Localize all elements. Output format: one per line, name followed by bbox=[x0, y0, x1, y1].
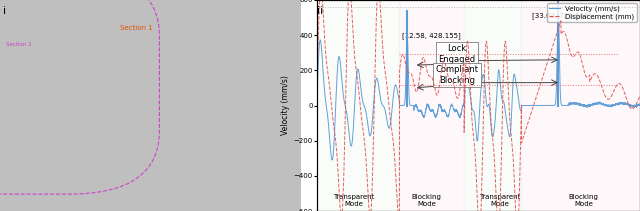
Text: Section 1: Section 1 bbox=[120, 24, 153, 31]
Bar bbox=[464, 0, 522, 211]
Text: Transparent
Mode: Transparent Mode bbox=[333, 195, 374, 207]
Bar bbox=[522, 0, 640, 211]
Legend: Velocity (mm/s), Displacement (mm): Velocity (mm/s), Displacement (mm) bbox=[547, 3, 637, 22]
Text: Compliant
Blocking: Compliant Blocking bbox=[435, 65, 478, 85]
Bar bbox=[317, 0, 399, 211]
Y-axis label: Velocity (mm/s): Velocity (mm/s) bbox=[282, 76, 291, 135]
Text: [33.62, 721.541]: [33.62, 721.541] bbox=[532, 13, 591, 19]
Text: Transparent
Mode: Transparent Mode bbox=[479, 195, 520, 207]
Text: i: i bbox=[3, 6, 6, 16]
Text: ii: ii bbox=[317, 6, 323, 16]
Bar bbox=[399, 0, 464, 211]
Text: [12.58, 428.155]: [12.58, 428.155] bbox=[401, 32, 460, 39]
Text: Section 2: Section 2 bbox=[6, 42, 31, 47]
Text: Lock
Engaged: Lock Engaged bbox=[438, 44, 476, 64]
Text: Blocking
Mode: Blocking Mode bbox=[568, 195, 598, 207]
Text: Blocking
Mode: Blocking Mode bbox=[412, 195, 442, 207]
